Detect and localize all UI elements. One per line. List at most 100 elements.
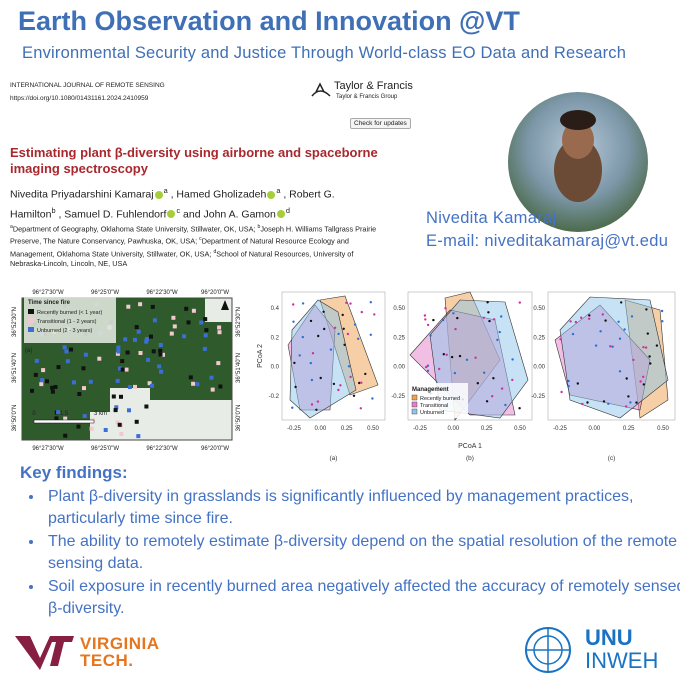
pcoa-point xyxy=(500,315,503,318)
key-finding: The ability to remotely estimate β-diver… xyxy=(44,531,680,575)
y-tick-label: 0.0 xyxy=(271,365,280,371)
map-plot xyxy=(64,349,69,354)
pcoa-point xyxy=(369,301,372,304)
photo-hair xyxy=(560,110,596,130)
key-finding: Plant β-diversity in grasslands is signi… xyxy=(44,486,680,530)
y-tick-label: 0.25 xyxy=(533,335,545,341)
map-plot xyxy=(191,308,196,313)
pcoa-point xyxy=(518,407,521,410)
map-plot xyxy=(124,367,129,372)
map-plot xyxy=(158,343,163,347)
map-coord: 36°51'40"N xyxy=(12,353,18,383)
pcoa-point xyxy=(293,361,296,365)
pcoa-point xyxy=(482,316,485,319)
pcoa-point xyxy=(369,333,372,336)
pcoa-point xyxy=(649,362,652,365)
map-plot xyxy=(150,383,154,388)
author-name: Nivedita Priyadarshini Kamaraj xyxy=(10,188,154,201)
pcoa-point xyxy=(429,334,432,337)
x-tick-label: 0.50 xyxy=(657,426,669,432)
pcoa-point xyxy=(347,365,351,368)
y-tick-label: 0.50 xyxy=(393,306,405,312)
author-separator: , xyxy=(58,208,62,220)
pcoa-point xyxy=(601,313,604,316)
author-mark: c xyxy=(176,205,181,215)
map-plot xyxy=(151,349,156,354)
pcoa-point xyxy=(571,332,575,336)
pcoa-hull xyxy=(559,296,669,419)
doi: https://doi.org/10.1080/01431161.2024.24… xyxy=(10,95,149,102)
un-emblem xyxy=(525,627,571,673)
pcoa-point xyxy=(627,395,630,398)
pcoa-point xyxy=(458,354,462,358)
pcoa-point xyxy=(424,318,427,321)
journal-name: INTERNATIONAL JOURNAL OF REMOTE SENSING xyxy=(10,82,165,89)
key-findings-list: Plant β-diversity in grasslands is signi… xyxy=(0,486,680,621)
pcoa-point xyxy=(309,319,313,323)
pcoa-point xyxy=(426,369,430,372)
map-plot xyxy=(149,334,153,339)
map-coord: 96°20'0"W xyxy=(201,446,229,452)
map-plot xyxy=(45,379,49,384)
x-tick-label: 0.50 xyxy=(514,426,526,432)
map-plot xyxy=(172,324,177,329)
check-updates[interactable]: Check for updates xyxy=(350,118,411,129)
map-plot xyxy=(146,357,151,362)
map-plot xyxy=(158,352,163,357)
map-plot xyxy=(120,359,125,364)
pcoa-point xyxy=(617,320,620,323)
pcoa-point xyxy=(567,384,570,388)
pcoa-point xyxy=(342,327,345,330)
y-tick-label: 0.00 xyxy=(393,365,405,371)
pcoa-point xyxy=(341,313,344,317)
pcoa-point xyxy=(611,345,614,348)
pcoa-point xyxy=(588,317,591,320)
publisher-group: Taylor & Francis Group xyxy=(336,94,398,100)
pcoa-point xyxy=(364,372,367,376)
pcoa-point xyxy=(560,390,563,394)
pcoa-point xyxy=(310,378,314,382)
pcoa-point xyxy=(511,358,514,361)
map-plot xyxy=(204,328,209,333)
map-legend-label: Unburned (2 - 3 years) xyxy=(37,328,92,334)
map-coord: 96°27'30"W xyxy=(32,290,64,296)
pcoa-legend-swatch xyxy=(411,394,418,401)
pcoa-point xyxy=(298,354,301,357)
author-name: Robert G. Hamilton xyxy=(10,188,335,221)
pcoa-point xyxy=(661,320,664,323)
key-finding: Soil exposure in recently burned area ne… xyxy=(44,576,680,620)
pcoa-point xyxy=(559,338,562,341)
x-tick-label: 0.00 xyxy=(447,426,459,432)
map-plot xyxy=(136,329,141,334)
pcoa-point xyxy=(604,319,607,322)
pcoa-legend-label: Transitional xyxy=(420,403,448,409)
map-coord: 36°51'40"N xyxy=(236,353,242,383)
map-plot xyxy=(97,356,102,361)
x-tick-label: -0.25 xyxy=(413,426,427,432)
pcoa-point xyxy=(358,381,361,385)
map-plot xyxy=(209,375,214,380)
scale-label: 3 km xyxy=(94,411,107,417)
pcoa-point xyxy=(498,330,501,334)
scale-bar xyxy=(33,419,95,424)
map-plot xyxy=(82,414,87,418)
pcoa-point xyxy=(456,316,459,320)
map-plot xyxy=(125,350,130,355)
header-title: Earth Observation and Innovation @VT xyxy=(18,6,520,36)
pcoa-point xyxy=(452,312,455,315)
pcoa-point xyxy=(329,348,333,351)
author-separator: , xyxy=(283,188,287,201)
map-coord: 36°52'30"N xyxy=(12,307,18,337)
affiliation-text: Department of Natural Resource Ecology a… xyxy=(10,236,349,259)
pcoa-point xyxy=(487,311,490,314)
author-mark: a xyxy=(276,186,281,195)
pcoa-point xyxy=(607,402,610,405)
pcoa-legend-swatch xyxy=(411,408,418,415)
author-name: John A. Gamon xyxy=(203,208,276,220)
pcoa-point xyxy=(442,318,445,322)
pcoa-point xyxy=(345,301,348,304)
map-legend-title: Time since fire xyxy=(28,300,71,306)
map-plot xyxy=(159,369,164,374)
pcoa-point xyxy=(639,380,642,383)
